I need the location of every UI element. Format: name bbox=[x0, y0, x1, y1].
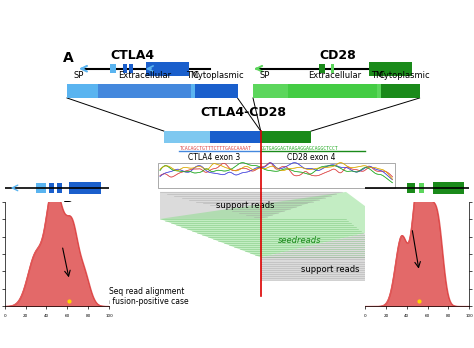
Text: CTLA4 exon 3: CTLA4 exon 3 bbox=[188, 153, 240, 161]
Polygon shape bbox=[160, 192, 342, 219]
FancyBboxPatch shape bbox=[381, 84, 419, 98]
Text: RNA-Seq read alignment
from a fusion-positive case: RNA-Seq read alignment from a fusion-pos… bbox=[85, 287, 189, 306]
Text: SP: SP bbox=[259, 71, 270, 80]
FancyBboxPatch shape bbox=[433, 182, 464, 194]
Text: CTLA4: CTLA4 bbox=[111, 49, 155, 62]
FancyBboxPatch shape bbox=[109, 64, 116, 73]
FancyBboxPatch shape bbox=[158, 164, 395, 188]
Polygon shape bbox=[261, 227, 392, 280]
Text: support reads: support reads bbox=[301, 265, 360, 274]
Text: Cytoplasmic: Cytoplasmic bbox=[378, 71, 430, 80]
Text: Extracellular: Extracellular bbox=[118, 71, 171, 80]
FancyBboxPatch shape bbox=[67, 84, 237, 98]
FancyBboxPatch shape bbox=[36, 183, 46, 193]
FancyBboxPatch shape bbox=[195, 84, 237, 98]
Text: CD28: CD28 bbox=[320, 49, 356, 62]
FancyBboxPatch shape bbox=[288, 84, 377, 98]
FancyBboxPatch shape bbox=[69, 182, 100, 194]
FancyBboxPatch shape bbox=[419, 183, 424, 193]
Text: CTLA4-CD28: CTLA4-CD28 bbox=[200, 106, 286, 119]
FancyBboxPatch shape bbox=[57, 183, 62, 193]
Text: Cytoplasmic: Cytoplasmic bbox=[192, 71, 244, 80]
Text: TM: TM bbox=[371, 71, 383, 80]
Polygon shape bbox=[160, 192, 392, 258]
FancyBboxPatch shape bbox=[261, 131, 311, 143]
Text: support reads: support reads bbox=[216, 201, 274, 210]
Text: SP: SP bbox=[73, 71, 84, 80]
Text: TCACAGCTGTTTCTTTGAGCAAAAT: TCACAGCTGTTTCTTTGAGCAAAAT bbox=[179, 147, 251, 151]
Text: Extracellular: Extracellular bbox=[308, 71, 361, 80]
FancyBboxPatch shape bbox=[164, 131, 261, 143]
Text: CD28 exon 4: CD28 exon 4 bbox=[287, 153, 336, 161]
FancyBboxPatch shape bbox=[146, 62, 189, 76]
Text: seedreads: seedreads bbox=[278, 236, 321, 245]
FancyBboxPatch shape bbox=[330, 64, 334, 73]
FancyBboxPatch shape bbox=[129, 64, 133, 73]
FancyBboxPatch shape bbox=[369, 62, 412, 76]
FancyBboxPatch shape bbox=[407, 183, 415, 193]
FancyBboxPatch shape bbox=[253, 84, 419, 98]
Text: A: A bbox=[63, 51, 74, 65]
Text: GGTGAGGAGTAAGAGGAGCAGGCTCCT: GGTGAGGAGTAAGAGGAGCAGGCTCCT bbox=[261, 147, 338, 151]
FancyBboxPatch shape bbox=[210, 131, 261, 143]
FancyBboxPatch shape bbox=[48, 183, 54, 193]
FancyBboxPatch shape bbox=[123, 64, 127, 73]
Text: TM: TM bbox=[186, 71, 199, 80]
FancyBboxPatch shape bbox=[98, 84, 191, 98]
Text: B: B bbox=[63, 200, 74, 214]
FancyBboxPatch shape bbox=[319, 64, 325, 73]
